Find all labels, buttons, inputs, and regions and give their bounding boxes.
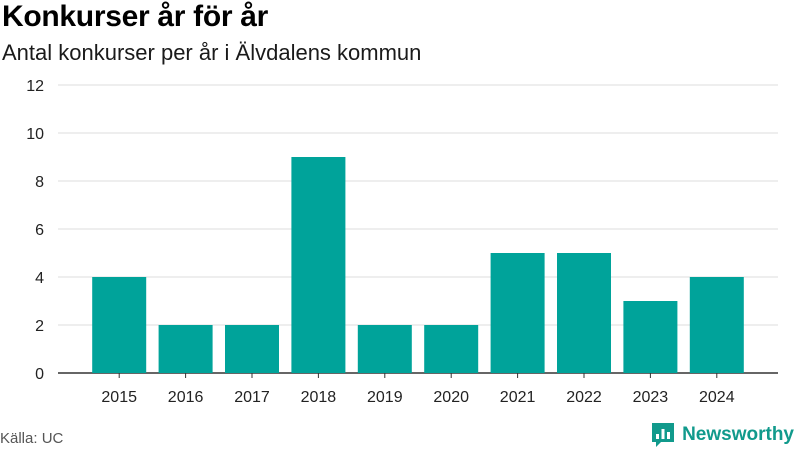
x-tick-label: 2020 xyxy=(433,389,469,406)
brand-name: Newsworthy xyxy=(682,424,794,445)
x-axis-ticks: 2015 2016 2017 2018 2019 2020 2021 2022 2023 2024 xyxy=(101,373,735,406)
y-tick-label: 8 xyxy=(35,174,44,191)
bar xyxy=(357,325,412,373)
bar xyxy=(623,301,678,373)
bars xyxy=(92,157,744,373)
x-tick-label: 2017 xyxy=(234,389,270,406)
bar xyxy=(92,277,147,373)
bar xyxy=(225,325,279,373)
bar xyxy=(689,277,744,373)
source-note: Källa: UC xyxy=(0,430,64,447)
x-tick-label: 2022 xyxy=(566,389,602,406)
y-tick-label: 10 xyxy=(26,126,44,143)
newsworthy-logo-icon xyxy=(652,423,675,447)
brand-logo[interactable]: Newsworthy xyxy=(650,421,794,449)
x-tick-label: 2019 xyxy=(367,389,403,406)
bar xyxy=(158,325,213,373)
y-axis-ticks: 0 2 4 6 8 10 12 xyxy=(26,78,44,383)
x-tick-label: 2015 xyxy=(101,389,137,406)
chart-title: Konkurser år för år xyxy=(2,0,269,33)
bar xyxy=(291,157,346,373)
y-tick-label: 12 xyxy=(26,78,44,95)
bar xyxy=(424,325,479,373)
y-tick-label: 4 xyxy=(35,270,44,287)
bar xyxy=(557,253,611,373)
bar xyxy=(490,253,545,373)
y-tick-label: 0 xyxy=(35,366,44,383)
x-tick-label: 2021 xyxy=(500,389,536,406)
y-tick-label: 2 xyxy=(35,318,44,335)
x-tick-label: 2018 xyxy=(301,389,337,406)
chart-subtitle: Antal konkurser per år i Älvdalens kommu… xyxy=(2,40,422,65)
x-tick-label: 2023 xyxy=(633,389,669,406)
y-tick-label: 6 xyxy=(35,222,44,239)
x-tick-label: 2024 xyxy=(699,389,735,406)
x-tick-label: 2016 xyxy=(168,389,204,406)
